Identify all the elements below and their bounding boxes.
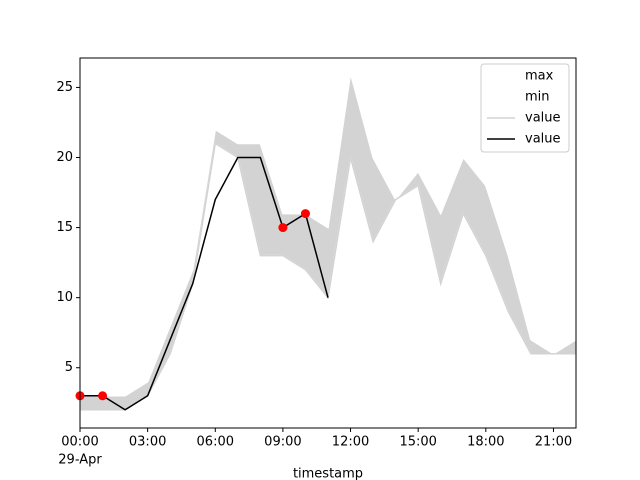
x-tick-label: 00:00	[61, 435, 98, 450]
x-tick-label: 03:00	[129, 435, 166, 450]
range-band	[80, 73, 576, 410]
x-axis-label: timestamp	[293, 467, 363, 480]
y-tick-label: 25	[56, 80, 73, 95]
y-tick-label: 20	[56, 150, 73, 165]
x-tick-label: 09:00	[264, 435, 301, 450]
x-tick-label: 06:00	[197, 435, 234, 450]
x-tick-label: 18:00	[467, 435, 504, 450]
plot-frame	[79, 57, 577, 429]
x-tick-label: 12:00	[332, 435, 369, 450]
anomaly-marker	[98, 391, 108, 401]
x-tick-label: 21:00	[535, 435, 572, 450]
x-tick-label: 15:00	[399, 435, 436, 450]
y-tick-label: 15	[56, 220, 73, 235]
y-tick-label: 10	[56, 290, 73, 305]
legend-label: value	[525, 111, 561, 126]
legend-box	[480, 63, 570, 153]
y-tick-label: 5	[65, 360, 73, 375]
legend-label: min	[525, 90, 550, 105]
series-line	[80, 73, 577, 397]
legend-label: value	[525, 132, 561, 147]
anomaly-marker	[300, 209, 310, 219]
legend-label: max	[525, 69, 554, 84]
anomaly-marker	[278, 223, 288, 233]
x-date-label: 29-Apr	[58, 453, 102, 468]
